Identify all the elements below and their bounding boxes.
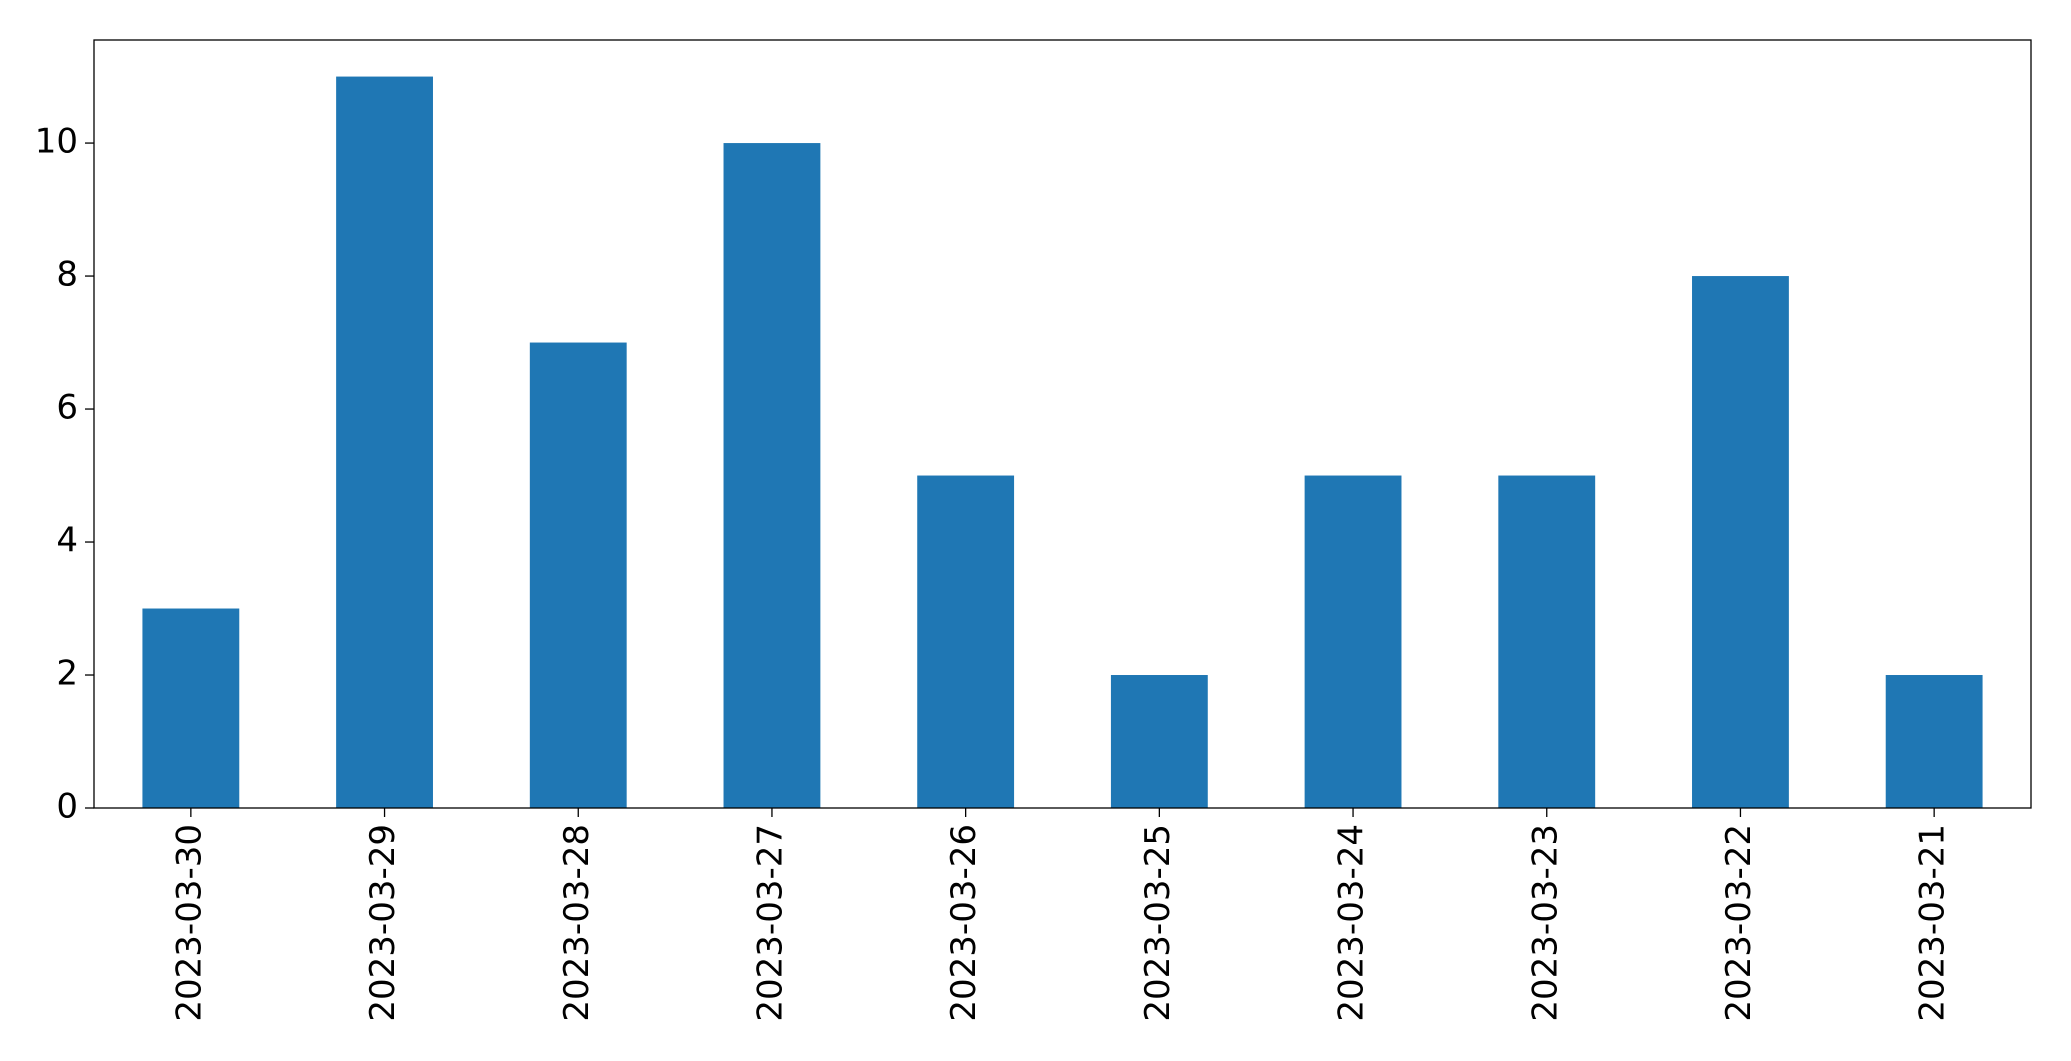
x-tick-label: 2023-03-26: [944, 824, 984, 1022]
plot-frame: [93, 39, 2032, 809]
y-tick-label: 0: [56, 787, 78, 827]
x-tick-label: 2023-03-27: [750, 824, 790, 1022]
y-tick-label: 4: [56, 521, 78, 561]
x-tick-label: 2023-03-25: [1138, 824, 1178, 1022]
bar: [1692, 276, 1789, 808]
bar: [529, 342, 627, 808]
x-tick-label: 2023-03-29: [363, 824, 403, 1022]
x-tick-label: 2023-03-24: [1332, 824, 1372, 1022]
y-tick-label: 2: [56, 654, 78, 694]
y-tick-label: 10: [35, 122, 78, 162]
x-tick-label: 2023-03-21: [1913, 824, 1953, 1022]
bar: [336, 76, 433, 809]
y-tick-label: 6: [56, 388, 78, 428]
bar: [1304, 475, 1402, 808]
x-tick-label: 2023-03-28: [557, 824, 597, 1022]
bar: [142, 608, 240, 808]
x-tick-label: 2023-03-22: [1719, 824, 1759, 1022]
bar: [917, 475, 1015, 808]
bar: [1110, 675, 1208, 808]
bar: [723, 143, 821, 808]
bar: [1498, 475, 1596, 808]
x-tick-label: 2023-03-23: [1525, 824, 1565, 1022]
bar: [1885, 675, 1983, 808]
y-tick-label: 8: [56, 255, 78, 295]
x-tick-label: 2023-03-30: [169, 824, 209, 1022]
